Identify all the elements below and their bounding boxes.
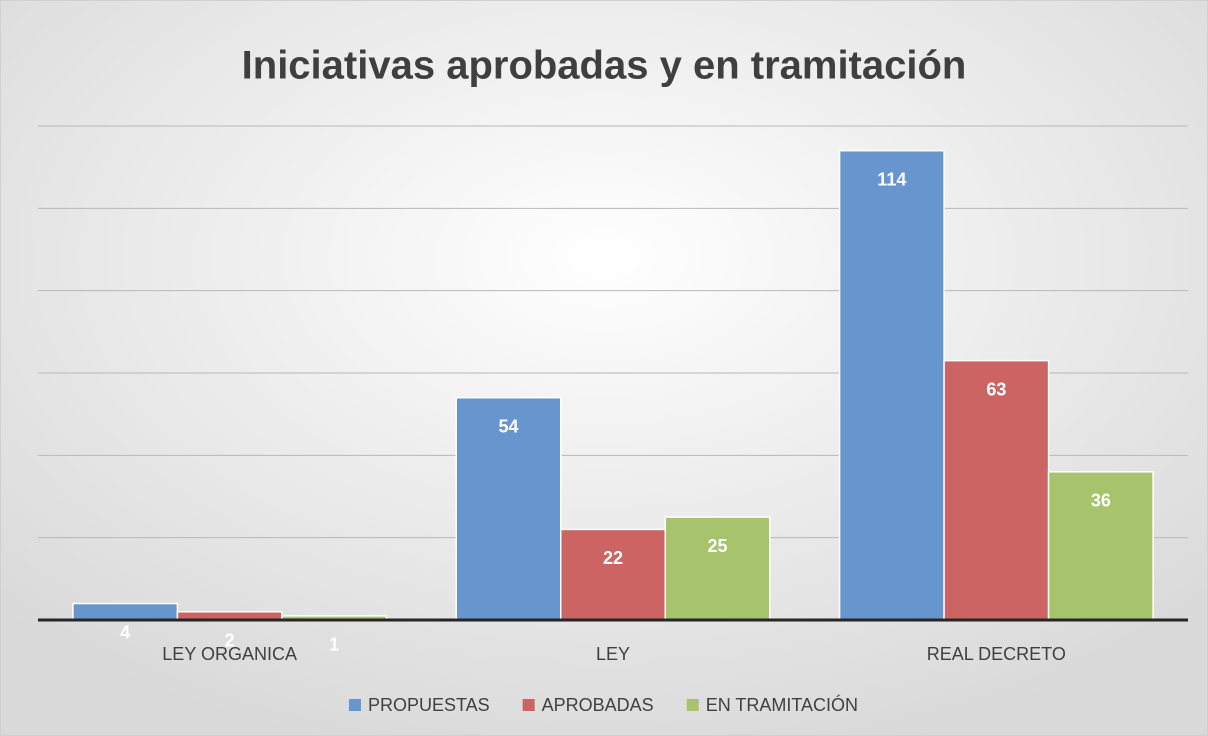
data-label: 2 [225,631,235,651]
bar [664,516,771,621]
legend-label: APROBADAS [542,695,654,715]
legend-label: PROPUESTAS [368,695,490,715]
legend-swatch [686,699,699,711]
data-label: 63 [986,379,1006,399]
bar [72,602,179,621]
bar [943,359,1050,621]
bar [560,528,666,621]
bar [455,396,562,621]
bar [838,149,945,621]
legend-swatch [522,699,535,711]
data-label: 1 [329,635,339,655]
x-tick-label: LEY ORGANICA [162,644,297,664]
data-label: 25 [707,536,727,556]
legend-label: EN TRAMITACIÓN [706,694,858,715]
data-label: 114 [877,169,906,189]
data-label: 22 [603,548,623,568]
chart-title: Iniciativas aprobadas y en tramitación [242,44,967,88]
data-label: 36 [1091,491,1111,511]
legend-swatch [348,699,361,711]
data-label: 54 [498,416,518,436]
x-tick-label: REAL DECRETO [927,644,1066,664]
data-label: 4 [120,622,130,642]
x-tick-label: LEY [596,644,630,664]
bar [1047,471,1154,621]
